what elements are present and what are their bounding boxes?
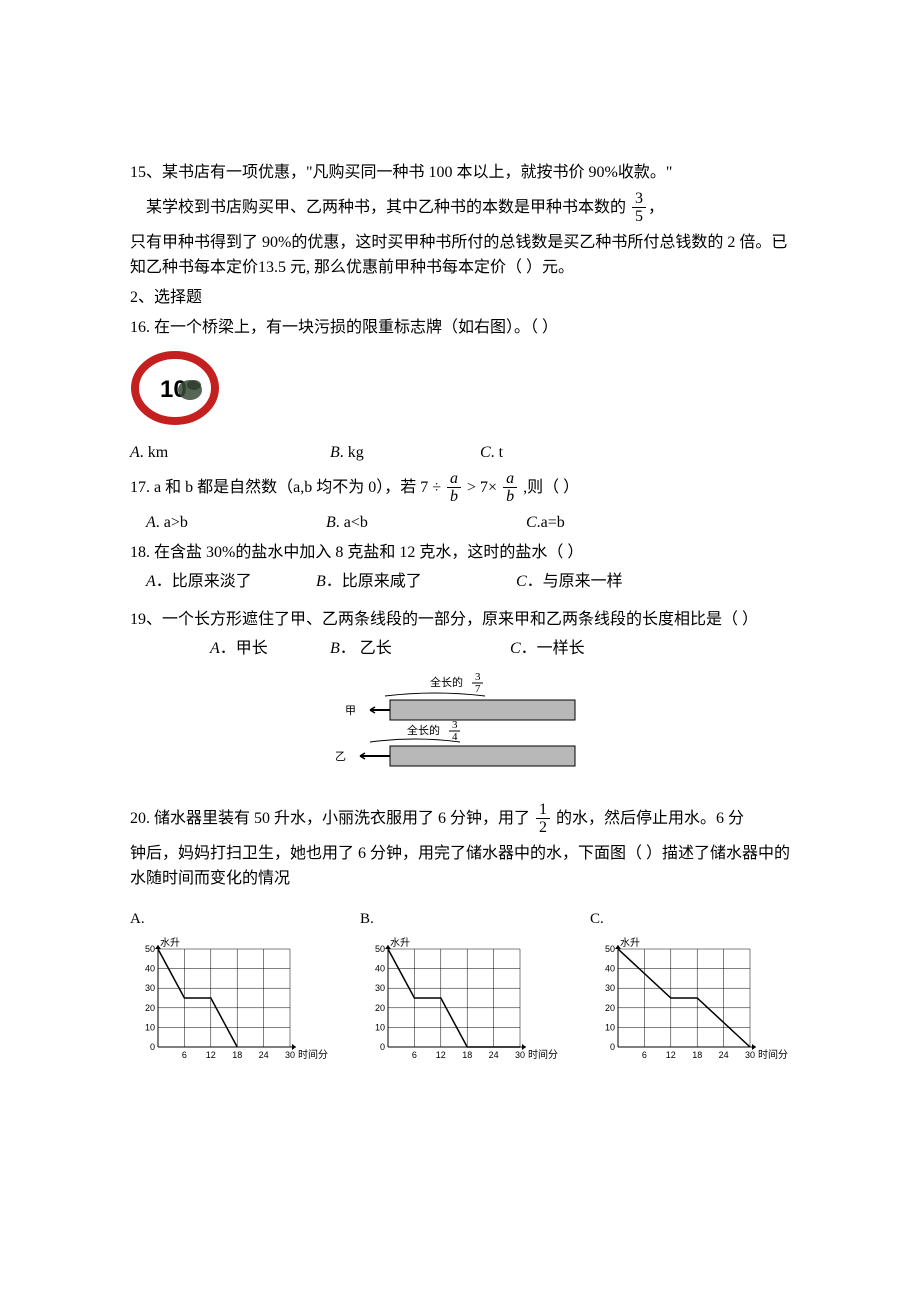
- svg-text:时间分: 时间分: [758, 1048, 788, 1061]
- q18-opt-b: B．比原来咸了: [316, 569, 516, 595]
- svg-text:20: 20: [605, 1003, 615, 1013]
- svg-text:20: 20: [375, 1003, 385, 1013]
- q17-text: 17. a 和 b 都是自然数（a,b 均不为 0），若 7 ÷ a b > 7…: [130, 470, 790, 506]
- svg-text:3: 3: [452, 719, 458, 731]
- q16-sign-icon: 10: [130, 350, 220, 425]
- q19-opt-c: C．一样长: [510, 636, 585, 662]
- svg-text:20: 20: [145, 1003, 155, 1013]
- svg-text:10: 10: [145, 1022, 155, 1032]
- svg-text:24: 24: [719, 1050, 729, 1060]
- svg-text:12: 12: [666, 1050, 676, 1060]
- q19-opt-a: A．甲长: [210, 636, 330, 662]
- svg-text:24: 24: [259, 1050, 269, 1060]
- svg-text:18: 18: [232, 1050, 242, 1060]
- chart-a: A. 水升01020304050612182430时间分: [130, 907, 330, 1074]
- q15-line1: 15、某书店有一项优惠，"凡购买同一种书 100 本以上，就按书价 90%收款。…: [130, 160, 790, 186]
- svg-text:40: 40: [605, 963, 615, 973]
- chart-c: C. 水升01020304050612182430时间分: [590, 907, 790, 1074]
- q16-opt-c: C. t: [480, 440, 680, 466]
- svg-text:6: 6: [642, 1050, 647, 1060]
- q18-text: 18. 在含盐 30%的盐水中加入 8 克盐和 12 克水，这时的盐水（ ）: [130, 540, 790, 566]
- q20-line2: 钟后，妈妈打扫卫生，她也用了 6 分钟，用完了储水器中的水，下面图（ ）描述了储…: [130, 841, 790, 892]
- svg-text:水升: 水升: [620, 937, 640, 949]
- svg-text:3: 3: [475, 672, 481, 683]
- section2-heading: 2、选择题: [130, 285, 790, 311]
- q20-charts: A. 水升01020304050612182430时间分 B. 水升010203…: [130, 907, 790, 1074]
- svg-text:24: 24: [489, 1050, 499, 1060]
- svg-text:50: 50: [375, 944, 385, 954]
- svg-text:40: 40: [145, 963, 155, 973]
- svg-text:30: 30: [375, 983, 385, 993]
- svg-text:30: 30: [515, 1050, 525, 1060]
- svg-text:40: 40: [375, 963, 385, 973]
- q15-fraction: 3 5: [632, 190, 646, 226]
- q17-frac1: a b: [447, 470, 461, 506]
- svg-text:50: 50: [145, 944, 155, 954]
- chart-b: B. 水升01020304050612182430时间分: [360, 907, 560, 1074]
- svg-text:30: 30: [745, 1050, 755, 1060]
- svg-text:30: 30: [285, 1050, 295, 1060]
- q16-opt-a: A. km: [130, 440, 330, 466]
- q19-opt-b: B． 乙长: [330, 636, 510, 662]
- q19-text: 19、一个长方形遮住了甲、乙两条线段的一部分，原来甲和乙两条线段的长度相比是（ …: [130, 607, 790, 633]
- q16-options: A. km B. kg C. t: [130, 440, 790, 466]
- q17-options: A. a>b B. a<b C.a=b: [130, 510, 790, 536]
- svg-text:时间分: 时间分: [298, 1048, 328, 1061]
- svg-text:甲: 甲: [345, 705, 356, 717]
- q15-line3: 只有甲种书得到了 90%的优惠，这时买甲种书所付的总钱数是买乙种书所付总钱数的 …: [130, 230, 790, 281]
- q20-line1: 20. 储水器里装有 50 升水，小丽洗衣服用了 6 分钟，用了 1 2 的水，…: [130, 801, 790, 837]
- q18-options: A．比原来淡了 B．比原来咸了 C．与原来一样: [130, 569, 790, 595]
- svg-text:10: 10: [375, 1022, 385, 1032]
- svg-text:50: 50: [605, 944, 615, 954]
- q17-opt-a: A. a>b: [146, 510, 326, 536]
- q15-line2-pre: 某学校到书店购买甲、乙两种书，其中乙种书的本数是甲种书本数的: [146, 198, 626, 215]
- svg-text:6: 6: [182, 1050, 187, 1060]
- q17-opt-b: B. a<b: [326, 510, 526, 536]
- svg-text:7: 7: [475, 683, 481, 695]
- svg-text:时间分: 时间分: [528, 1048, 558, 1061]
- q17-opt-c: C.a=b: [526, 510, 565, 536]
- svg-text:30: 30: [605, 983, 615, 993]
- svg-text:18: 18: [692, 1050, 702, 1060]
- q18-opt-a: A．比原来淡了: [146, 569, 316, 595]
- svg-text:全长的: 全长的: [430, 675, 463, 689]
- svg-text:水升: 水升: [160, 937, 180, 949]
- q16-opt-b: B. kg: [330, 440, 480, 466]
- q19-options: A．甲长 B． 乙长 C．一样长: [130, 636, 790, 662]
- svg-text:0: 0: [150, 1042, 155, 1052]
- q18-opt-c: C．与原来一样: [516, 569, 623, 595]
- svg-text:全长的: 全长的: [407, 723, 440, 737]
- q19-diagram: 全长的 3 7 甲 全长的 3 4 乙: [335, 672, 585, 781]
- q15-line2-post: ，: [648, 198, 664, 215]
- svg-text:10: 10: [605, 1022, 615, 1032]
- svg-text:乙: 乙: [335, 750, 346, 763]
- svg-text:0: 0: [610, 1042, 615, 1052]
- q15-line2: 某学校到书店购买甲、乙两种书，其中乙种书的本数是甲种书本数的 3 5 ，: [130, 190, 790, 226]
- svg-text:12: 12: [206, 1050, 216, 1060]
- svg-text:水升: 水升: [390, 937, 410, 949]
- q20-fraction: 1 2: [536, 801, 550, 837]
- svg-text:12: 12: [436, 1050, 446, 1060]
- svg-text:18: 18: [462, 1050, 472, 1060]
- q16-text: 16. 在一个桥梁上，有一块污损的限重标志牌（如右图）。（ ）: [130, 315, 790, 341]
- svg-text:30: 30: [145, 983, 155, 993]
- svg-text:6: 6: [412, 1050, 417, 1060]
- q17-frac2: a b: [503, 470, 517, 506]
- svg-text:0: 0: [380, 1042, 385, 1052]
